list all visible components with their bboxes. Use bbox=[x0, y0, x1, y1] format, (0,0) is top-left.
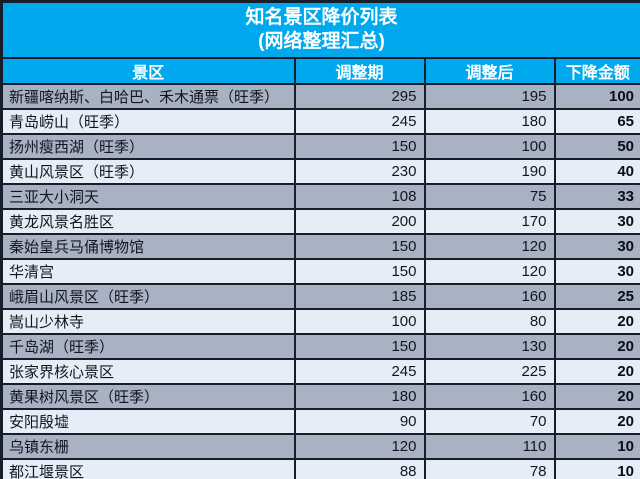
cell-price-after: 195 bbox=[423, 83, 556, 110]
cell-scenic-area: 黄山风景区（旺季） bbox=[0, 158, 296, 185]
cell-scenic-area: 新疆喀纳斯、白哈巴、禾木通票（旺季） bbox=[0, 83, 296, 110]
cell-price-before: 245 bbox=[293, 358, 426, 385]
cell-drop-amount: 20 bbox=[553, 308, 640, 335]
column-header-drop-amount: 下降金额 bbox=[553, 57, 640, 85]
cell-drop-amount: 20 bbox=[553, 333, 640, 360]
cell-price-before: 245 bbox=[293, 108, 426, 135]
cell-price-before: 150 bbox=[293, 233, 426, 260]
table-row: 扬州瘦西湖（旺季） 150 100 50 bbox=[0, 133, 640, 160]
cell-drop-amount: 20 bbox=[553, 358, 640, 385]
cell-scenic-area: 安阳殷墟 bbox=[0, 408, 296, 435]
table-body: 新疆喀纳斯、白哈巴、禾木通票（旺季） 295 195 100 青岛崂山（旺季） 245 18… bbox=[0, 83, 640, 479]
table-row: 乌镇东栅 120 110 10 bbox=[0, 433, 640, 460]
cell-price-after: 80 bbox=[423, 308, 556, 335]
title-line-2: (网络整理汇总) bbox=[258, 31, 385, 52]
cell-scenic-area: 扬州瘦西湖（旺季） bbox=[0, 133, 296, 160]
cell-price-before: 150 bbox=[293, 333, 426, 360]
title-line-1: 知名景区降价列表 bbox=[245, 7, 398, 28]
cell-drop-amount: 33 bbox=[553, 183, 640, 210]
cell-drop-amount: 10 bbox=[553, 458, 640, 479]
cell-price-after: 160 bbox=[423, 383, 556, 410]
column-header-price-after: 调整后 bbox=[423, 57, 556, 85]
table-row: 嵩山少林寺 100 80 20 bbox=[0, 308, 640, 335]
cell-price-after: 225 bbox=[423, 358, 556, 385]
cell-drop-amount: 10 bbox=[553, 433, 640, 460]
cell-drop-amount: 40 bbox=[553, 158, 640, 185]
cell-scenic-area: 秦始皇兵马俑博物馆 bbox=[0, 233, 296, 260]
cell-scenic-area: 黄龙风景名胜区 bbox=[0, 208, 296, 235]
table-row: 青岛崂山（旺季） 245 180 65 bbox=[0, 108, 640, 135]
cell-scenic-area: 嵩山少林寺 bbox=[0, 308, 296, 335]
cell-drop-amount: 50 bbox=[553, 133, 640, 160]
cell-price-after: 78 bbox=[423, 458, 556, 479]
cell-drop-amount: 30 bbox=[553, 258, 640, 285]
cell-price-after: 100 bbox=[423, 133, 556, 160]
cell-price-after: 110 bbox=[423, 433, 556, 460]
table-title: 知名景区降价列表 (网络整理汇总) bbox=[0, 0, 640, 59]
cell-price-before: 200 bbox=[293, 208, 426, 235]
table-row: 千岛湖（旺季） 150 130 20 bbox=[0, 333, 640, 360]
column-header-scenic-area: 景区 bbox=[0, 57, 296, 85]
table-row: 秦始皇兵马俑博物馆 150 120 30 bbox=[0, 233, 640, 260]
cell-price-before: 150 bbox=[293, 258, 426, 285]
cell-drop-amount: 20 bbox=[553, 383, 640, 410]
table-row: 华清宫 150 120 30 bbox=[0, 258, 640, 285]
table-row: 峨眉山风景区（旺季） 185 160 25 bbox=[0, 283, 640, 310]
cell-price-after: 75 bbox=[423, 183, 556, 210]
table-row: 黄龙风景名胜区 200 170 30 bbox=[0, 208, 640, 235]
column-header-price-before: 调整期 bbox=[293, 57, 426, 85]
cell-drop-amount: 30 bbox=[553, 233, 640, 260]
cell-price-after: 130 bbox=[423, 333, 556, 360]
cell-scenic-area: 张家界核心景区 bbox=[0, 358, 296, 385]
cell-scenic-area: 都江堰景区 bbox=[0, 458, 296, 479]
cell-drop-amount: 100 bbox=[553, 83, 640, 110]
table-row: 都江堰景区 88 78 10 bbox=[0, 458, 640, 479]
cell-price-before: 180 bbox=[293, 383, 426, 410]
table-row: 张家界核心景区 245 225 20 bbox=[0, 358, 640, 385]
cell-scenic-area: 千岛湖（旺季） bbox=[0, 333, 296, 360]
cell-price-before: 295 bbox=[293, 83, 426, 110]
cell-price-after: 120 bbox=[423, 233, 556, 260]
cell-price-after: 170 bbox=[423, 208, 556, 235]
cell-price-after: 180 bbox=[423, 108, 556, 135]
cell-price-before: 120 bbox=[293, 433, 426, 460]
table-row: 安阳殷墟 90 70 20 bbox=[0, 408, 640, 435]
cell-price-before: 230 bbox=[293, 158, 426, 185]
table-row: 黄山风景区（旺季） 230 190 40 bbox=[0, 158, 640, 185]
cell-scenic-area: 黄果树风景区（旺季） bbox=[0, 383, 296, 410]
cell-drop-amount: 25 bbox=[553, 283, 640, 310]
cell-price-after: 160 bbox=[423, 283, 556, 310]
cell-price-after: 70 bbox=[423, 408, 556, 435]
cell-price-before: 150 bbox=[293, 133, 426, 160]
table-row: 三亚大小洞天 108 75 33 bbox=[0, 183, 640, 210]
cell-price-before: 100 bbox=[293, 308, 426, 335]
cell-scenic-area: 乌镇东栅 bbox=[0, 433, 296, 460]
table-row: 新疆喀纳斯、白哈巴、禾木通票（旺季） 295 195 100 bbox=[0, 83, 640, 110]
table-row: 黄果树风景区（旺季） 180 160 20 bbox=[0, 383, 640, 410]
cell-price-before: 88 bbox=[293, 458, 426, 479]
cell-price-before: 90 bbox=[293, 408, 426, 435]
cell-drop-amount: 20 bbox=[553, 408, 640, 435]
cell-price-after: 190 bbox=[423, 158, 556, 185]
cell-price-before: 185 bbox=[293, 283, 426, 310]
cell-scenic-area: 三亚大小洞天 bbox=[0, 183, 296, 210]
cell-price-before: 108 bbox=[293, 183, 426, 210]
cell-scenic-area: 青岛崂山（旺季） bbox=[0, 108, 296, 135]
cell-drop-amount: 30 bbox=[553, 208, 640, 235]
cell-scenic-area: 峨眉山风景区（旺季） bbox=[0, 283, 296, 310]
cell-scenic-area: 华清宫 bbox=[0, 258, 296, 285]
title-row: 知名景区降价列表 (网络整理汇总) bbox=[0, 0, 640, 59]
cell-drop-amount: 65 bbox=[553, 108, 640, 135]
column-header-row: 景区 调整期 调整后 下降金额 bbox=[0, 57, 640, 85]
cell-price-after: 120 bbox=[423, 258, 556, 285]
